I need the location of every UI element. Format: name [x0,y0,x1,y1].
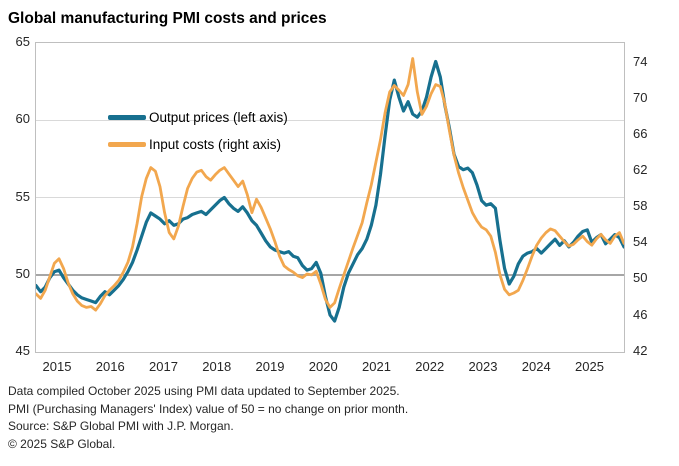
x-axis-tick-2024: 2024 [521,359,551,374]
left-axis-tick-50: 50 [15,265,30,281]
output-prices-line [36,59,624,323]
gridline-55 [36,197,624,198]
left-axis-tick-60: 60 [15,111,30,127]
right-axis-tick-66: 66 [633,126,648,142]
input-costs-swatch [108,142,146,147]
right-axis-tick-54: 54 [633,234,648,250]
x-axis-tick-2023: 2023 [468,359,498,374]
right-axis-tick-70: 70 [633,90,648,106]
plot-area: Output prices (left axis) Input costs (r… [35,42,625,353]
output-prices-swatch [108,115,146,120]
x-axis-tick-2021: 2021 [362,359,391,374]
chart-footnotes: Data compiled October 2025 using PMI dat… [8,383,408,453]
left-axis-tick-65: 65 [15,34,30,49]
footnote-source: Source: S&P Global PMI with J.P. Morgan. [8,419,234,433]
footnote-pmi-definition: PMI (Purchasing Managers' Index) value o… [8,401,409,416]
legend-item-output-prices: Output prices (left axis) [108,104,288,131]
x-axis-tick-2018: 2018 [202,359,232,374]
x-axis-tick-2015: 2015 [42,359,72,374]
x-axis-tick-2025: 2025 [575,359,604,374]
footnote-data-compiled: Data compiled October 2025 using PMI dat… [8,384,400,398]
footnote-copyright: © 2025 S&P Global. [8,436,116,451]
chart-title: Global manufacturing PMI costs and price… [8,10,327,27]
right-axis-tick-50: 50 [633,270,648,286]
legend-label-output-prices: Output prices (left axis) [149,110,288,125]
legend-item-input-costs: Input costs (right axis) [108,131,288,158]
x-axis-tick-2019: 2019 [255,359,285,374]
right-axis-tick-46: 46 [633,306,648,322]
x-axis-tick-2017: 2017 [149,359,178,374]
right-axis-tick-62: 62 [633,162,648,178]
baseline-50 [36,273,624,276]
x-axis-tick-2020: 2020 [308,359,338,374]
legend-label-input-costs: Input costs (right axis) [149,137,282,152]
series-plot [36,57,624,323]
right-axis-tick-74: 74 [633,54,648,69]
left-axis-tick-45: 45 [15,343,30,358]
x-axis-tick-2022: 2022 [415,359,445,374]
left-axis-tick-55: 55 [15,188,30,204]
chart-legend: Output prices (left axis) Input costs (r… [108,104,288,158]
right-axis-tick-42: 42 [633,342,648,358]
right-axis-tick-58: 58 [633,198,648,214]
input-costs-line [36,57,624,312]
gridline-60 [36,119,624,121]
x-axis-tick-2016: 2016 [95,359,125,374]
